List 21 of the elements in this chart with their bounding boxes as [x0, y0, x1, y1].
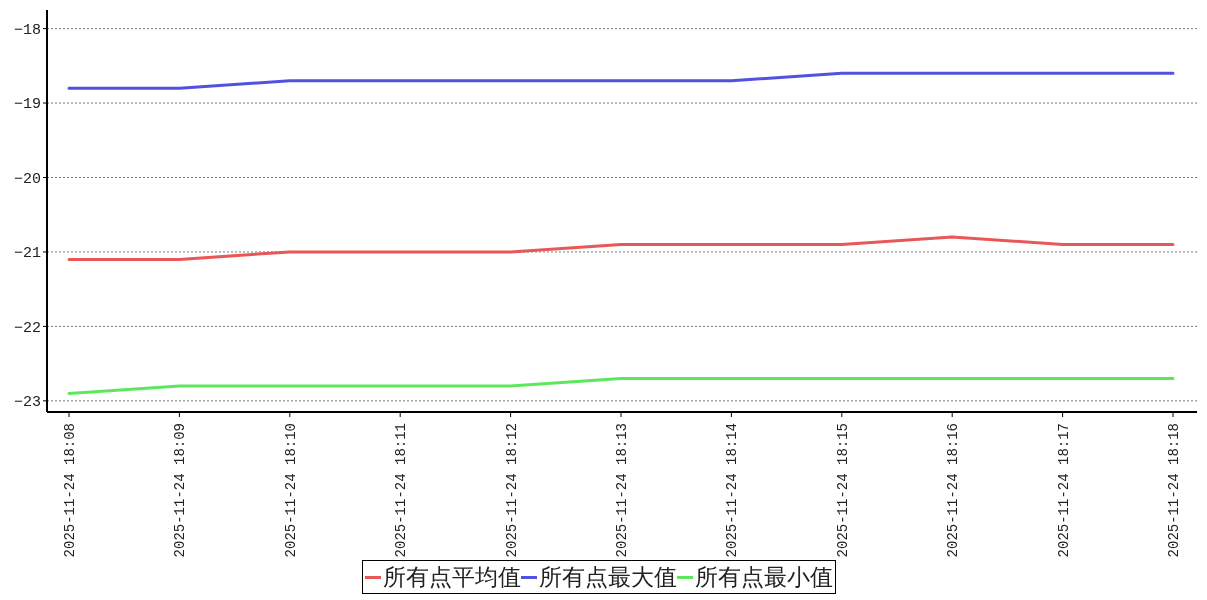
y-tick-label: −22	[13, 319, 41, 337]
x-tick-label: 2025-11-24 18:16	[945, 423, 962, 558]
x-tick-label: 2025-11-24 18:14	[724, 423, 741, 558]
x-tick-label: 2025-11-24 18:08	[61, 423, 78, 558]
legend-label: 所有点最大值	[538, 563, 677, 592]
x-tick-label: 2025-11-24 18:12	[503, 423, 520, 558]
x-tick-label: 2025-11-24 18:11	[393, 423, 410, 558]
legend-label: 所有点平均值	[382, 563, 521, 592]
x-tick-label: 2025-11-24 18:10	[282, 423, 299, 558]
y-tick-label: −20	[13, 170, 41, 188]
x-tick-label: 2025-11-24 18:13	[613, 423, 630, 558]
x-tick-label: 2025-11-24 18:18	[1165, 423, 1182, 558]
x-tick-label: 2025-11-24 18:09	[172, 423, 189, 558]
x-tick-label: 2025-11-24 18:17	[1055, 423, 1072, 558]
y-tick-label: −21	[13, 245, 41, 263]
line-series	[67, 235, 1175, 261]
legend-label: 所有点最小值	[694, 563, 833, 592]
y-tick-label: −23	[13, 394, 41, 412]
x-tick-label: 2025-11-24 18:15	[834, 423, 851, 558]
y-tick-label: −18	[13, 21, 41, 39]
y-tick-label: −19	[13, 96, 41, 114]
